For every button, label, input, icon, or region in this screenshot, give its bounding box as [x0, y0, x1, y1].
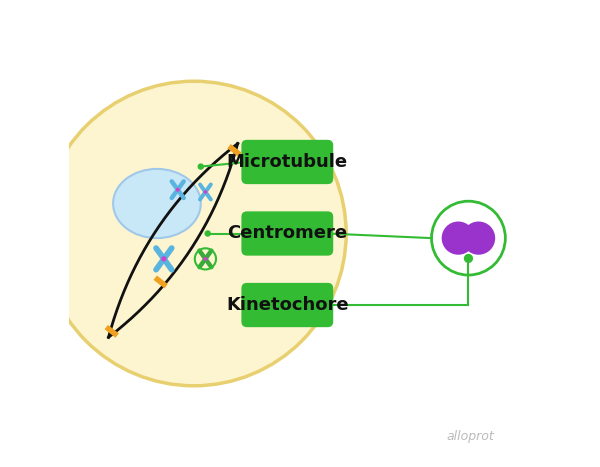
Ellipse shape [113, 169, 201, 238]
Circle shape [197, 163, 204, 170]
Circle shape [464, 254, 473, 263]
FancyBboxPatch shape [241, 283, 333, 327]
Text: Centromere: Centromere [227, 225, 347, 242]
Circle shape [161, 256, 167, 262]
Circle shape [41, 81, 346, 386]
Circle shape [176, 188, 180, 191]
Circle shape [203, 190, 207, 194]
Polygon shape [227, 144, 242, 157]
Polygon shape [104, 325, 119, 338]
Circle shape [462, 221, 495, 255]
Polygon shape [154, 276, 168, 289]
Text: alloprot: alloprot [447, 430, 494, 443]
FancyBboxPatch shape [241, 212, 333, 255]
FancyBboxPatch shape [241, 140, 333, 184]
Circle shape [205, 230, 211, 237]
Circle shape [442, 221, 475, 255]
Text: Kinetochore: Kinetochore [226, 296, 349, 314]
Circle shape [203, 257, 208, 261]
Text: Microtubule: Microtubule [227, 153, 348, 171]
